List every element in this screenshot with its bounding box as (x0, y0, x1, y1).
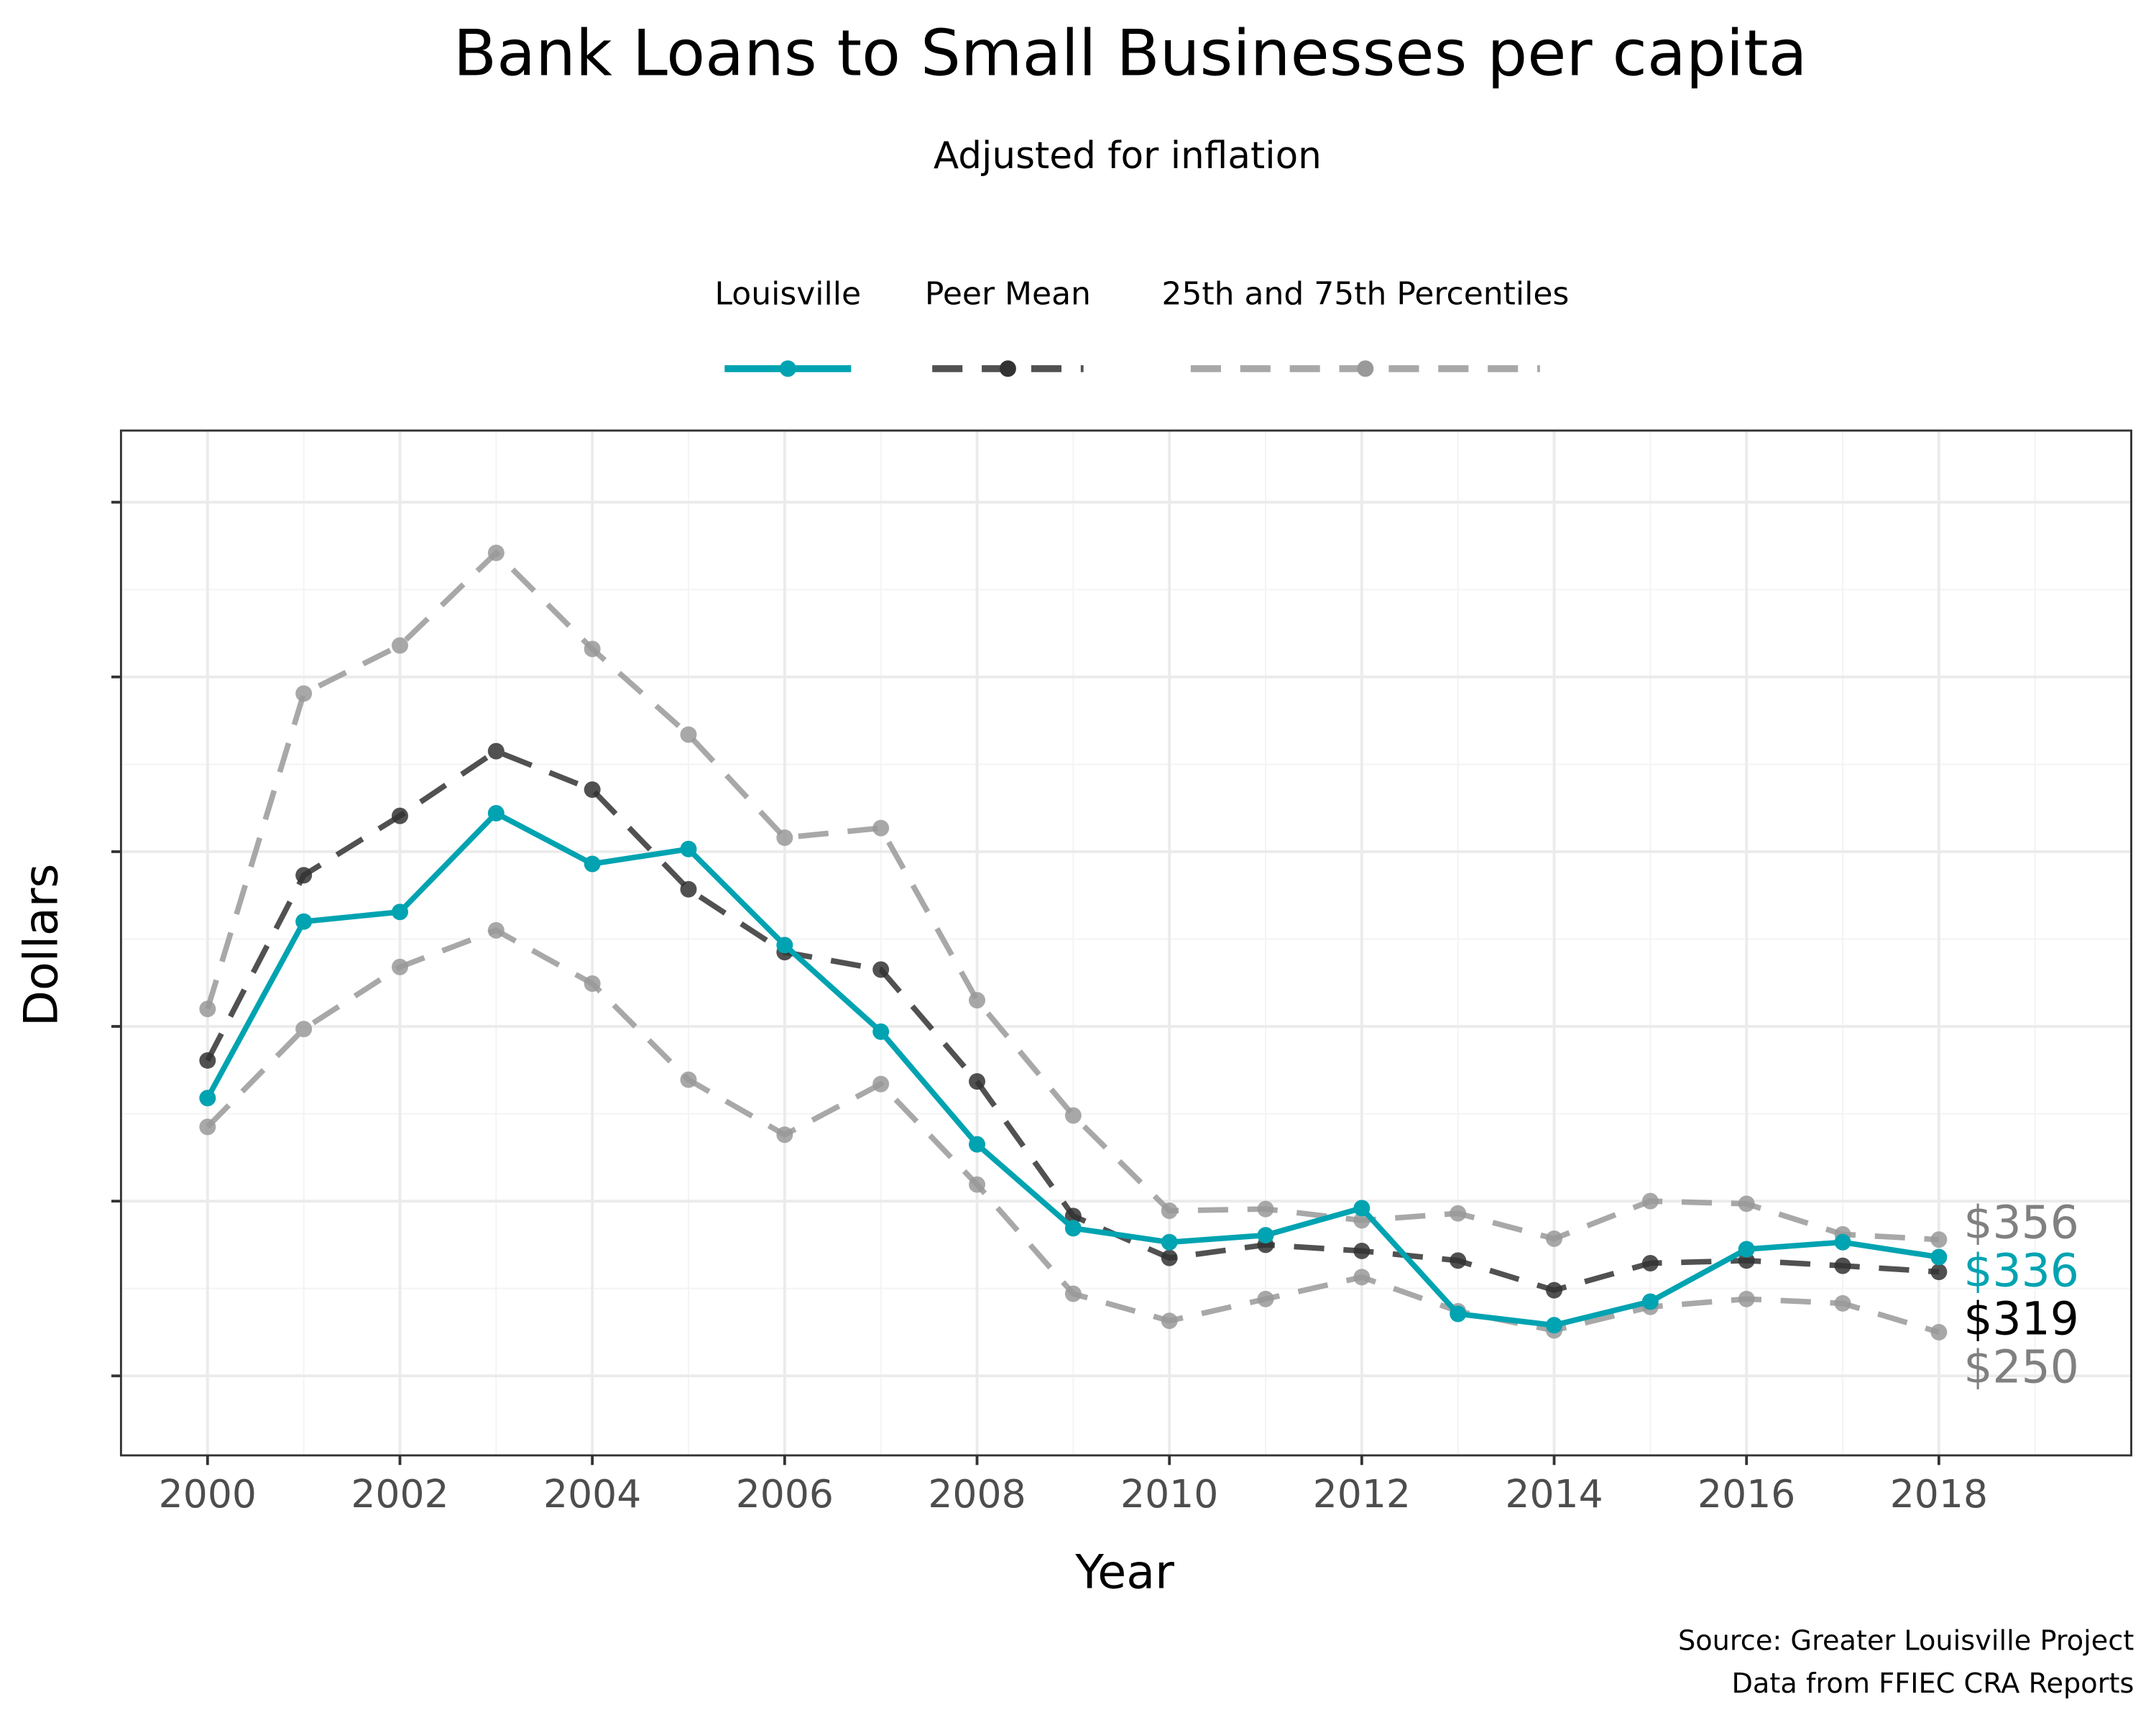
x-tick-label: 2012 (1313, 1471, 1411, 1517)
data-point (487, 742, 505, 760)
data-point (199, 1000, 216, 1018)
end-label: $319 (1963, 1292, 2079, 1346)
data-point (1161, 1202, 1178, 1220)
data-point (1546, 1230, 1563, 1247)
data-point (295, 1021, 313, 1038)
data-point (872, 1075, 890, 1092)
x-tick-label: 2000 (159, 1471, 257, 1517)
data-point (199, 1090, 216, 1107)
data-point (969, 1136, 985, 1153)
data-point (487, 921, 505, 939)
data-point (1064, 1107, 1082, 1124)
x-axis-title: Year (1074, 1545, 1174, 1599)
data-point (1738, 1252, 1755, 1269)
data-point (1161, 1233, 1178, 1251)
data-point (776, 1126, 793, 1144)
data-point (1257, 1227, 1274, 1244)
data-point (872, 1023, 890, 1040)
legend-point (779, 360, 796, 377)
x-tick-label: 2018 (1890, 1471, 1988, 1517)
caption: Data from FFIEC CRA Reports (1731, 1668, 2134, 1700)
data-point (680, 1071, 697, 1088)
data-point (1738, 1195, 1755, 1213)
data-point (680, 840, 697, 857)
data-point (1546, 1282, 1563, 1299)
end-label: $250 (1963, 1340, 2079, 1394)
data-point (392, 807, 408, 824)
data-point (199, 1118, 216, 1136)
data-point (1738, 1290, 1755, 1307)
data-point (1353, 1200, 1370, 1217)
data-point (1450, 1252, 1467, 1269)
data-point (1641, 1192, 1659, 1210)
data-point (1353, 1242, 1370, 1259)
data-point (872, 961, 890, 978)
data-point (1257, 1200, 1274, 1218)
data-point (584, 640, 601, 658)
data-point (1834, 1257, 1851, 1274)
data-point (1257, 1290, 1274, 1307)
x-tick-label: 2002 (351, 1471, 448, 1517)
legend-point (999, 360, 1016, 377)
data-point (487, 804, 505, 822)
data-point (199, 1052, 216, 1069)
data-point (969, 1176, 985, 1193)
chart-subtitle: Adjusted for inflation (934, 134, 1322, 178)
x-tick-label: 2010 (1120, 1471, 1218, 1517)
data-point (969, 992, 985, 1009)
data-point (1834, 1294, 1851, 1312)
data-point (1064, 1285, 1082, 1302)
data-point (1930, 1324, 1948, 1340)
data-point (776, 937, 793, 954)
data-point (1641, 1254, 1659, 1271)
plot-border (119, 429, 2132, 1457)
data-point (1064, 1208, 1082, 1225)
data-point (872, 819, 890, 837)
data-point (295, 867, 313, 884)
data-point (1161, 1249, 1178, 1266)
caption: Source: Greater Louisville Project (1678, 1625, 2134, 1657)
data-point (776, 829, 793, 846)
x-tick-label: 2008 (928, 1471, 1026, 1517)
data-point (392, 637, 408, 654)
data-point (1450, 1305, 1467, 1322)
y-axis-title: Dollars (14, 864, 68, 1027)
data-point (1738, 1241, 1755, 1258)
data-point (1930, 1248, 1948, 1266)
data-point (1930, 1231, 1948, 1248)
chart-title: Bank Loans to Small Businesses per capit… (453, 16, 1807, 90)
end-label: $356 (1963, 1196, 2079, 1249)
data-point (1834, 1233, 1851, 1251)
data-point (584, 781, 601, 799)
data-point (969, 1073, 985, 1090)
data-point (1161, 1312, 1178, 1330)
x-tick-label: 2006 (736, 1471, 834, 1517)
data-point (295, 685, 313, 702)
x-tick-label: 2016 (1697, 1471, 1795, 1517)
data-point (1450, 1205, 1467, 1222)
data-point (1064, 1220, 1082, 1237)
legend-label: Louisville (715, 275, 861, 312)
data-point (1641, 1293, 1659, 1310)
data-point (680, 726, 697, 743)
data-point (1930, 1264, 1948, 1281)
data-point (584, 975, 601, 992)
end-label: $336 (1963, 1244, 2079, 1297)
data-point (295, 913, 313, 930)
data-point (1546, 1317, 1563, 1334)
x-tick-label: 2004 (543, 1471, 641, 1517)
data-point (680, 880, 697, 898)
data-point (392, 958, 408, 975)
data-point (1353, 1269, 1370, 1286)
legend-label: 25th and 75th Percentiles (1161, 275, 1569, 312)
legend-label: Peer Mean (925, 275, 1091, 312)
data-point (584, 855, 601, 873)
x-tick-label: 2014 (1505, 1471, 1603, 1517)
data-point (487, 544, 505, 561)
data-point (392, 903, 408, 921)
legend-point (1357, 360, 1374, 377)
